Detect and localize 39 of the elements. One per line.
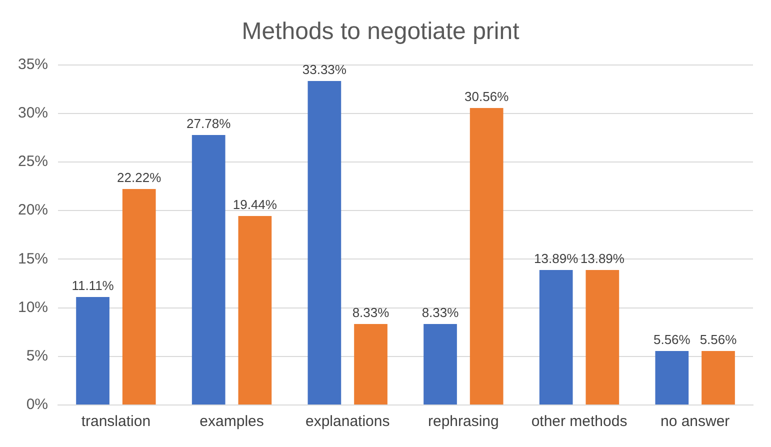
y-tick-label: 0% — [26, 396, 48, 414]
y-tick-label: 15% — [18, 250, 48, 268]
y-tick-label: 20% — [18, 202, 48, 219]
bar — [192, 134, 226, 404]
data-label: 5.56% — [700, 332, 738, 348]
y-tick-label: 10% — [18, 298, 48, 316]
bar — [76, 297, 110, 404]
x-tick-label: examples — [200, 413, 264, 430]
data-label: 13.89% — [534, 251, 579, 266]
x-tick-label: explanations — [305, 413, 390, 430]
x-tick-label: no answer — [660, 413, 730, 430]
bar — [702, 350, 735, 404]
data-label: 27.78% — [186, 116, 232, 132]
data-label: 13.89% — [580, 251, 625, 266]
data-label: 5.56% — [653, 332, 691, 348]
y-tick-label: 5% — [26, 348, 48, 365]
bar — [238, 216, 272, 404]
chart-title: Methods to negotiate print — [242, 18, 520, 46]
bar — [308, 81, 342, 404]
data-label: 11.11% — [72, 278, 114, 294]
data-label: 22.22% — [117, 170, 162, 186]
y-tick-label: 35% — [18, 56, 48, 73]
bar — [655, 350, 689, 404]
bar — [122, 189, 156, 404]
x-tick-label: other methods — [531, 413, 628, 430]
bar — [354, 324, 388, 404]
y-tick-label: 30% — [18, 104, 48, 122]
x-tick-label: rephrasing — [428, 413, 499, 430]
y-tick-label: 25% — [18, 153, 48, 170]
data-label: 33.33% — [302, 62, 347, 78]
data-label: 8.33% — [352, 305, 390, 320]
bar — [424, 324, 457, 404]
bar — [586, 270, 620, 404]
x-tick-label: translation — [81, 413, 151, 430]
bar — [539, 270, 573, 404]
data-label: 19.44% — [232, 197, 278, 212]
data-label: 8.33% — [422, 305, 460, 320]
bar — [470, 108, 504, 404]
data-label: 30.56% — [464, 89, 510, 104]
